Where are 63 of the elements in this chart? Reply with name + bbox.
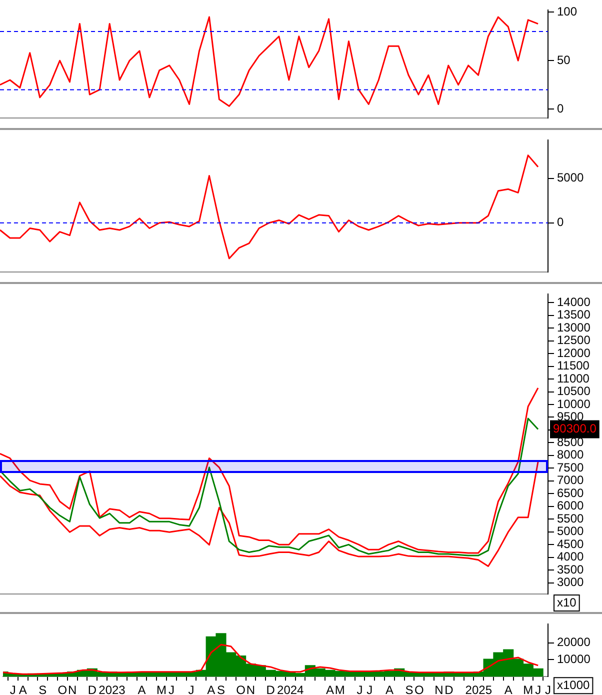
x-tick-label: A — [207, 683, 216, 695]
x-tick-label: J — [535, 683, 542, 695]
x-tick-label: S — [216, 683, 226, 695]
x-tick-label: A — [504, 683, 512, 695]
y-tick-label: 6000 — [557, 498, 584, 513]
y-tick-label: 5500 — [557, 511, 584, 526]
x-tick-label: J — [188, 683, 194, 695]
y-tick-label: 14000 — [557, 294, 591, 309]
x-tick-label: M — [334, 683, 345, 695]
x-tick-label: M — [523, 683, 534, 695]
y-tick-label: 4000 — [557, 550, 584, 564]
x-tick-label: S — [405, 683, 414, 695]
x-tick-label: J — [366, 683, 373, 695]
y-tick-label: 0 — [557, 215, 564, 230]
x-tick-label: 2023 — [98, 683, 126, 695]
x-tick-label: 2024 — [277, 683, 304, 695]
x-tick-label: J — [10, 683, 16, 695]
x-tick-label: J — [545, 683, 551, 695]
x-tick-label: A — [326, 683, 334, 695]
y-tick-label: 100 — [557, 4, 578, 18]
y-tick-label: 3000 — [557, 575, 584, 590]
text: x1000 — [557, 678, 590, 692]
x-tick-label: J — [356, 683, 363, 695]
x-tick-label: M — [156, 683, 167, 695]
text: 90300.0 — [553, 422, 597, 436]
y-tick-label: 8500 — [557, 435, 584, 450]
y-tick-label: 4500 — [557, 536, 584, 551]
y-tick-label: 0 — [557, 101, 564, 116]
y-tick-label: 5000 — [557, 524, 584, 538]
x-tick-label: N — [434, 683, 444, 695]
y-tick-label: 6500 — [557, 486, 584, 500]
y-tick-label: 11500 — [557, 358, 590, 373]
y-tick-label: 11000 — [557, 371, 590, 386]
x-tick-label: A — [138, 683, 146, 695]
y-tick-label: 50 — [557, 52, 571, 67]
x-tick-label: N — [68, 683, 77, 695]
x-tick-label: D — [266, 683, 276, 695]
y-tick-label: 10000 — [557, 652, 591, 666]
y-tick-label: 12500 — [557, 333, 591, 348]
x-tick-label: O — [236, 683, 246, 695]
y-tick-label: 9500 — [557, 410, 584, 424]
y-tick-label: 13500 — [557, 308, 591, 322]
x-tick-label: O — [58, 683, 68, 695]
x-tick-label: J — [168, 683, 174, 695]
x-tick-label: O — [414, 683, 424, 695]
x-tick-label: A — [385, 683, 394, 695]
y-tick-label: 10500 — [557, 384, 591, 398]
y-tick-label: 10000 — [557, 396, 591, 411]
y-tick-label: 8000 — [557, 448, 584, 462]
x-tick-label: S — [38, 683, 47, 695]
x-tick-label: D — [444, 683, 454, 695]
y-tick-label: 3500 — [557, 562, 584, 576]
y-tick-label: 5000 — [557, 170, 584, 185]
x-tick-label: D — [88, 683, 97, 695]
y-tick-label: 20000 — [557, 635, 591, 650]
y-tick-label: 7000 — [557, 473, 584, 488]
x-tick-label: 2025 — [465, 683, 492, 695]
x-tick-label: A — [18, 683, 27, 695]
y-tick-label: 12000 — [557, 346, 591, 360]
y-tick-label: 7500 — [557, 460, 584, 474]
y-tick-label: 13000 — [557, 320, 591, 334]
text: x10 — [557, 595, 577, 610]
x-tick-label: N — [246, 683, 256, 695]
